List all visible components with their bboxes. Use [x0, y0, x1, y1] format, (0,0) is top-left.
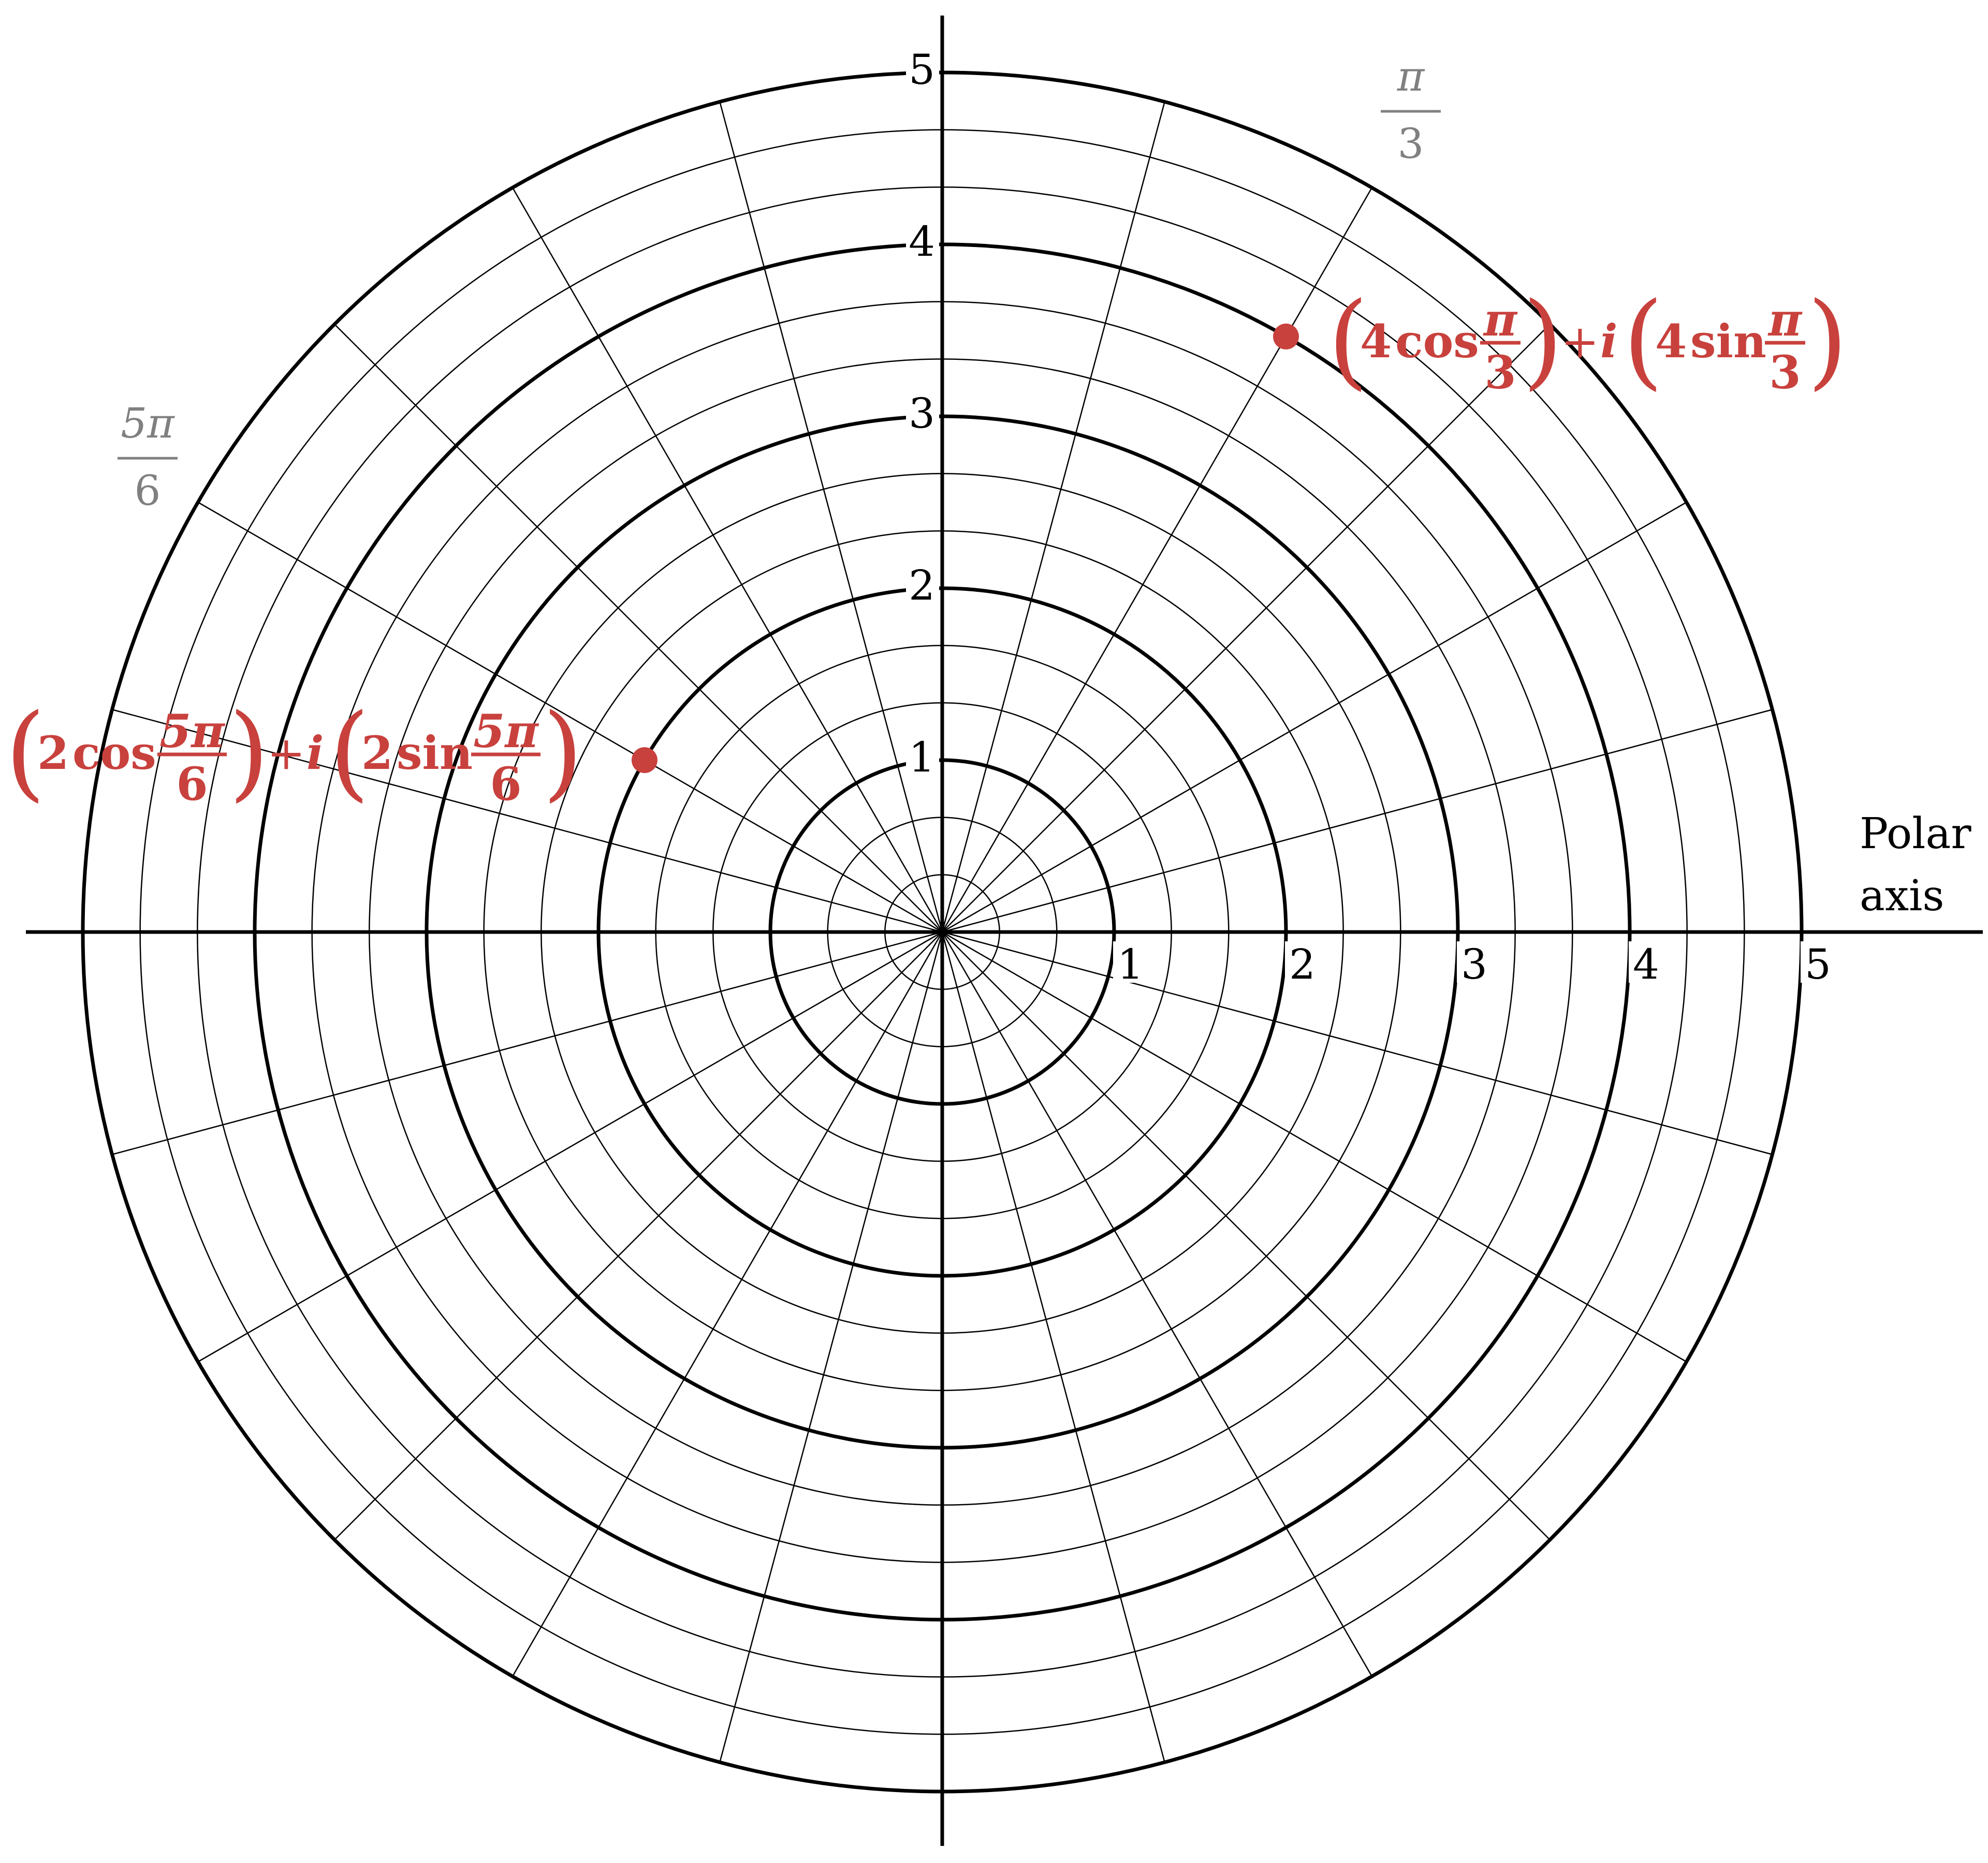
- radial-line: [941, 187, 1373, 933]
- fraction-numerator: 5π: [159, 704, 225, 758]
- y-tick-label: 1: [909, 733, 935, 781]
- tick-label-bg: [906, 728, 939, 773]
- radial-line: [941, 101, 1165, 933]
- parenthesis: (: [5, 692, 46, 812]
- point-label: (2 cos 5π6)+ i (2 sin 5π6): [5, 692, 583, 812]
- plotted-points: (4 cos π3)+ i (4 sin π3)(2 cos 5π6)+ i (2 sin 5π6): [5, 280, 1848, 812]
- tick-label-bg: [1629, 941, 1659, 983]
- angle-label: π3: [1381, 52, 1441, 168]
- radial-line: [197, 931, 943, 1363]
- label-text: +: [267, 726, 305, 780]
- y-tick-label: 3: [909, 389, 935, 438]
- tick-labels: 1 2 3 4 5 1 2 3 4 5: [906, 40, 1831, 988]
- x-tick-label: 2: [1289, 940, 1315, 988]
- radial-line: [719, 932, 943, 1763]
- radial-line: [942, 324, 1551, 933]
- label-text: cos: [1395, 314, 1479, 368]
- label-text: 4: [1360, 314, 1392, 368]
- radial-line: [511, 932, 943, 1677]
- radial-line: [942, 931, 1773, 1155]
- angle-label: 5π6: [118, 399, 178, 515]
- tick-label-bg: [1113, 941, 1143, 983]
- fraction-numerator: π: [1483, 293, 1518, 346]
- label-text: +: [1561, 315, 1599, 368]
- tick-label-bg: [906, 40, 939, 85]
- point-marker: [631, 747, 657, 773]
- x-tick-label: 3: [1461, 940, 1487, 988]
- parenthesis: ): [229, 692, 269, 812]
- radial-line: [112, 931, 943, 1155]
- y-tick-label: 2: [909, 561, 935, 609]
- radial-line: [942, 709, 1773, 933]
- fraction-denominator: 3: [1484, 345, 1516, 399]
- y-tick-label: 4: [909, 217, 935, 266]
- parenthesis: ): [1523, 280, 1563, 401]
- fraction-denominator: 3: [1769, 345, 1801, 399]
- fraction-numerator: 5π: [473, 704, 539, 758]
- tick-label-bg: [906, 384, 939, 429]
- parenthesis: ): [543, 692, 583, 812]
- tick-label-bg: [1801, 941, 1831, 983]
- label-text: i: [306, 726, 324, 780]
- x-tick-label: 5: [1805, 940, 1831, 988]
- radial-line: [942, 932, 1551, 1540]
- radial-line: [719, 101, 943, 933]
- label-text: 2: [361, 726, 393, 780]
- label-text: i: [1600, 314, 1617, 368]
- parenthesis: (: [1623, 280, 1663, 401]
- parenthesis: (: [329, 692, 370, 812]
- radial-line: [511, 187, 943, 933]
- radial-line: [334, 324, 943, 933]
- label-text: sin: [1690, 314, 1766, 368]
- polar-axis-label-line-1: Polar: [1860, 809, 1971, 858]
- x-tick-label: 1: [1117, 940, 1144, 988]
- radial-line: [197, 501, 943, 933]
- label-text: cos: [72, 726, 156, 780]
- angle-label-numerator: π: [1397, 52, 1425, 100]
- axes: [26, 16, 1983, 1846]
- parenthesis: (: [1328, 280, 1368, 401]
- tick-label-bg: [1285, 941, 1315, 983]
- tick-label-bg: [1457, 941, 1487, 983]
- label-text: 2: [37, 726, 69, 780]
- angle-label-numerator: 5π: [121, 399, 175, 447]
- label-text: sin: [397, 726, 473, 780]
- angle-label-denominator: 3: [1398, 120, 1424, 168]
- angle-label-denominator: 6: [135, 467, 161, 515]
- radial-line: [941, 932, 1165, 1763]
- radial-line: [112, 709, 943, 933]
- fraction-denominator: 6: [176, 757, 208, 811]
- x-tick-label: 4: [1633, 940, 1659, 988]
- point-label: (4 cos π3)+ i (4 sin π3): [1328, 280, 1848, 401]
- radial-line: [941, 932, 1373, 1677]
- radial-line: [942, 501, 1687, 933]
- tick-label-bg: [906, 212, 939, 257]
- tick-label-bg: [906, 556, 939, 601]
- y-tick-label: 5: [909, 46, 935, 94]
- radial-line: [334, 932, 943, 1540]
- label-text: 4: [1655, 314, 1687, 368]
- polar-axis-label-line-2: axis: [1860, 871, 1944, 921]
- fraction-denominator: 6: [490, 757, 521, 811]
- fraction-numerator: π: [1767, 293, 1803, 346]
- radial-line: [942, 931, 1687, 1363]
- parenthesis: ): [1807, 280, 1848, 401]
- point-marker: [1273, 323, 1299, 350]
